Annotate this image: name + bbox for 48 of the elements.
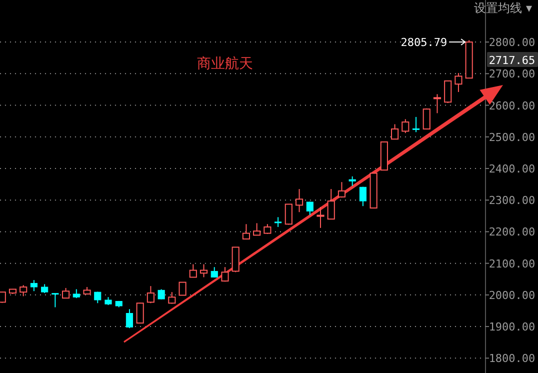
candlestick xyxy=(348,176,356,186)
y-tick-label: 2400.00 xyxy=(488,162,536,176)
candlestick xyxy=(221,266,229,282)
candlestick xyxy=(136,302,144,324)
candlestick xyxy=(444,80,452,104)
candlestick xyxy=(253,222,261,236)
candlestick xyxy=(30,280,38,292)
candlestick xyxy=(433,94,442,114)
y-tick-label: 1800.00 xyxy=(488,352,536,366)
candlestick xyxy=(284,204,292,226)
y-tick-label: 2800.00 xyxy=(488,36,536,50)
candlestick xyxy=(274,216,282,228)
y-tick-label: 2200.00 xyxy=(488,226,536,239)
candlestick xyxy=(264,224,272,234)
y-tick-label: 2600.00 xyxy=(488,99,536,112)
candlestick xyxy=(52,292,59,308)
candlestick xyxy=(327,188,335,220)
candlestick xyxy=(168,292,176,304)
candlestick xyxy=(20,284,28,297)
y-tick-label: 2300.00 xyxy=(488,194,536,208)
candlestick xyxy=(338,182,346,198)
annotation: 设置均线 ▾ xyxy=(474,1,532,15)
price-tag: 2717.65 xyxy=(487,52,538,67)
candlestick xyxy=(242,224,250,240)
candlestick xyxy=(295,188,304,213)
candlestick xyxy=(306,201,314,216)
y-tick-label: 2500.00 xyxy=(488,130,536,144)
candlestick xyxy=(62,287,70,299)
candlestick xyxy=(402,118,410,134)
candlestick xyxy=(178,282,186,296)
candlestick xyxy=(454,72,462,92)
candlestick xyxy=(158,288,165,300)
candlestick xyxy=(146,286,154,304)
candlestick xyxy=(189,264,197,278)
candlestick xyxy=(200,264,208,278)
candlestick xyxy=(316,206,324,228)
candlestick xyxy=(126,308,134,329)
candlestick xyxy=(422,108,430,130)
note: 2805.79 xyxy=(400,36,466,49)
y-tick-label: 1900.00 xyxy=(488,320,536,334)
y-tick-label: 2700.00 xyxy=(488,68,536,81)
y-tick-label: 2100.00 xyxy=(488,257,536,270)
candlestick xyxy=(359,186,366,207)
annotation: 2805.79 xyxy=(400,36,448,49)
candlestick xyxy=(391,124,399,140)
candlestick xyxy=(412,116,420,133)
annotation: 商业航天 xyxy=(197,56,253,72)
y-tick-label: 2000.00 xyxy=(488,288,536,302)
